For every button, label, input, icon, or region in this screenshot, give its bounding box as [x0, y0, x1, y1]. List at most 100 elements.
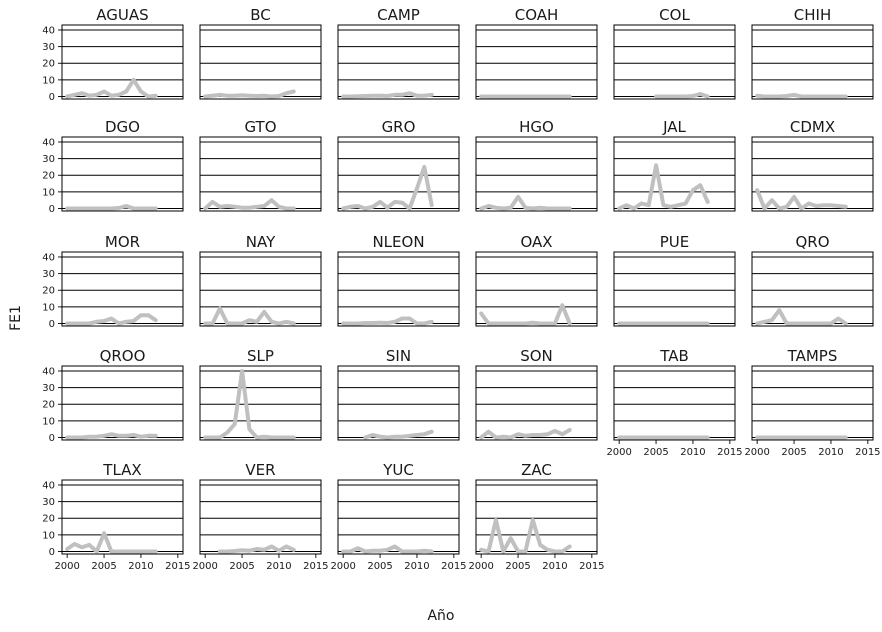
y-tick-label-dgo-30: 30 — [42, 154, 55, 165]
series-line-slp — [203, 369, 296, 440]
panel-title-jal: JAL — [662, 118, 686, 136]
series-line-qro — [755, 308, 848, 326]
y-tick-label-mor-40: 40 — [42, 252, 55, 263]
panel-title-yuc: YUC — [382, 461, 414, 479]
panel-frame-bc — [199, 24, 322, 100]
y-tick-label-qroo-10: 10 — [42, 416, 55, 427]
panel-frame-cdmx — [751, 136, 874, 212]
y-tick-label-aguas-0: 0 — [49, 92, 55, 103]
panel-frame-gro — [337, 136, 460, 212]
panel-title-ver: VER — [245, 461, 275, 479]
panel-title-qroo: QROO — [100, 347, 146, 365]
x-tick-label-yuc-2000: 2000 — [330, 561, 355, 572]
series-line-nleon — [341, 316, 434, 326]
panel-frame-chih — [751, 24, 874, 100]
series-line-gto — [203, 198, 296, 211]
series-line-col — [654, 92, 710, 99]
x-tick-label-zac-2015: 2015 — [579, 561, 604, 572]
series-line-hgo — [479, 194, 572, 211]
panel-title-dgo: DGO — [105, 118, 140, 136]
y-tick-label-dgo-10: 10 — [42, 187, 55, 198]
panel-title-nay: NAY — [246, 233, 276, 251]
x-tick-label-zac-2010: 2010 — [542, 561, 567, 572]
x-tick-label-tab-2000: 2000 — [606, 447, 631, 458]
y-tick-label-qroo-40: 40 — [42, 366, 55, 377]
panel-frame-dgo — [61, 136, 184, 212]
series-line-yuc — [341, 544, 434, 554]
y-tick-label-tlax-20: 20 — [42, 514, 55, 525]
panel-title-nleon: NLEON — [372, 233, 424, 251]
panel-frame-tamps — [751, 365, 874, 441]
x-tick-label-tamps-2015: 2015 — [855, 447, 880, 458]
panel-title-qro: QRO — [795, 233, 829, 251]
x-tick-label-tlax-2010: 2010 — [128, 561, 153, 572]
x-tick-label-tlax-2015: 2015 — [165, 561, 190, 572]
series-line-tlax — [65, 531, 158, 554]
series-line-bc — [203, 89, 296, 99]
y-tick-label-tlax-40: 40 — [42, 480, 55, 491]
panel-frame-qro — [751, 251, 874, 327]
panel-title-gto: GTO — [244, 118, 276, 136]
series-line-cdmx — [755, 188, 848, 211]
panel-frame-ver — [199, 479, 322, 555]
series-line-zac — [479, 517, 572, 554]
panel-frame-son — [475, 365, 598, 441]
panel-frame-col — [613, 24, 736, 100]
panel-frame-pue — [613, 251, 736, 327]
panel-frame-nay — [199, 251, 322, 327]
x-tick-label-ver-2010: 2010 — [266, 561, 291, 572]
panel-frame-sin — [337, 365, 460, 441]
panel-title-tab: TAB — [659, 347, 689, 365]
panel-frame-jal — [613, 136, 736, 212]
panel-title-bc: BC — [250, 6, 271, 24]
panel-frame-coah — [475, 24, 598, 100]
x-tick-label-yuc-2015: 2015 — [441, 561, 466, 572]
panel-frame-tab — [613, 365, 736, 441]
panel-title-sin: SIN — [386, 347, 411, 365]
y-tick-label-mor-30: 30 — [42, 269, 55, 280]
y-tick-label-qroo-20: 20 — [42, 400, 55, 411]
y-tick-label-dgo-20: 20 — [42, 171, 55, 182]
y-tick-label-mor-20: 20 — [42, 286, 55, 297]
x-tick-label-tab-2005: 2005 — [643, 447, 668, 458]
x-tick-label-tlax-2000: 2000 — [54, 561, 79, 572]
panel-title-oax: OAX — [520, 233, 552, 251]
x-tick-label-yuc-2005: 2005 — [367, 561, 392, 572]
y-tick-label-dgo-40: 40 — [42, 137, 55, 148]
y-tick-label-tlax-0: 0 — [49, 547, 55, 558]
y-tick-label-qroo-0: 0 — [49, 433, 55, 444]
panel-frame-aguas — [61, 24, 184, 100]
panel-frame-gto — [199, 136, 322, 212]
panel-frame-camp — [337, 24, 460, 100]
series-line-gro — [341, 164, 434, 211]
panel-title-son: SON — [520, 347, 553, 365]
series-line-dgo — [65, 204, 158, 211]
x-tick-label-tamps-2000: 2000 — [744, 447, 769, 458]
y-tick-label-aguas-20: 20 — [42, 59, 55, 70]
panel-title-hgo: HGO — [519, 118, 554, 136]
y-tick-label-mor-0: 0 — [49, 319, 55, 330]
x-tick-label-ver-2000: 2000 — [192, 561, 217, 572]
y-tick-label-aguas-30: 30 — [42, 42, 55, 53]
panel-title-slp: SLP — [247, 347, 274, 365]
x-tick-label-tlax-2005: 2005 — [91, 561, 116, 572]
panel-title-cdmx: CDMX — [790, 118, 835, 136]
panel-frame-oax — [475, 251, 598, 327]
panel-frame-yuc — [337, 479, 460, 555]
panel-title-zac: ZAC — [521, 461, 552, 479]
y-tick-label-qroo-30: 30 — [42, 383, 55, 394]
panel-frame-zac — [475, 479, 598, 555]
series-line-nay — [203, 306, 296, 326]
panel-title-tlax: TLAX — [102, 461, 141, 479]
series-line-qroo — [65, 432, 158, 440]
x-tick-label-tab-2010: 2010 — [680, 447, 705, 458]
panel-title-mor: MOR — [105, 233, 140, 251]
panel-frame-hgo — [475, 136, 598, 212]
y-tick-label-mor-10: 10 — [42, 302, 55, 313]
y-tick-label-tlax-30: 30 — [42, 497, 55, 508]
x-tick-label-ver-2005: 2005 — [229, 561, 254, 572]
panel-title-col: COL — [659, 6, 690, 24]
x-tick-label-tamps-2005: 2005 — [781, 447, 806, 458]
